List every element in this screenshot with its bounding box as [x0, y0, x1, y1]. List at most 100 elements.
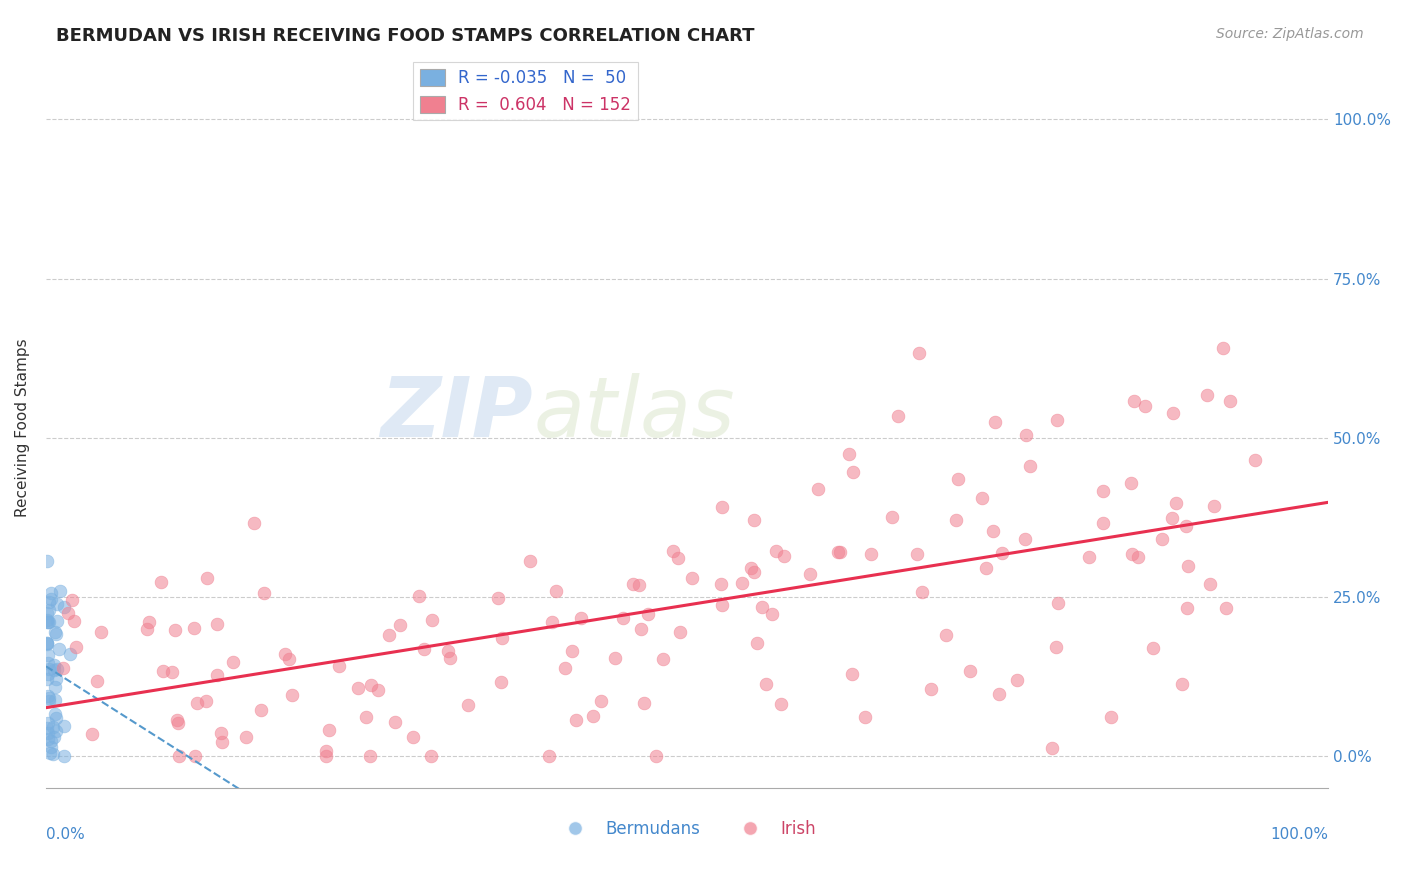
Point	[52, 749, 75, 764]
Point	[80, 727, 103, 741]
Point	[935, 628, 957, 642]
Point	[44, 706, 66, 721]
Point	[842, 465, 865, 479]
Point	[630, 622, 652, 636]
Text: ZIP: ZIP	[381, 373, 533, 454]
Point	[359, 749, 381, 764]
Point	[346, 681, 368, 695]
Point	[1014, 532, 1036, 546]
Point	[1171, 677, 1194, 691]
Point	[44, 693, 66, 707]
Point	[945, 513, 967, 527]
Point	[645, 749, 668, 764]
Point	[38, 691, 60, 706]
Point	[740, 561, 762, 575]
Point	[1078, 549, 1101, 564]
Point	[167, 749, 190, 764]
Point	[799, 567, 821, 582]
Point	[755, 677, 778, 691]
Point	[1121, 547, 1143, 561]
Point	[194, 694, 217, 708]
Point	[807, 483, 830, 497]
Point	[150, 575, 173, 590]
Point	[65, 640, 87, 654]
Point	[166, 713, 188, 727]
Point	[38, 693, 60, 707]
Point	[163, 623, 186, 637]
Point	[90, 624, 112, 639]
Point	[651, 652, 673, 666]
Point	[1177, 559, 1199, 574]
Point	[315, 743, 337, 757]
Point	[278, 652, 301, 666]
Point	[1119, 475, 1142, 490]
Point	[384, 714, 406, 729]
Point	[44, 663, 66, 677]
Point	[1099, 710, 1122, 724]
Point	[827, 544, 849, 558]
Point	[486, 591, 509, 606]
Point	[546, 583, 568, 598]
Point	[35, 721, 58, 735]
Point	[887, 409, 910, 423]
Point	[669, 625, 692, 640]
Point	[52, 661, 75, 675]
Point	[62, 614, 84, 628]
Point	[880, 509, 903, 524]
Point	[389, 618, 412, 632]
Point	[45, 724, 67, 739]
Point	[1215, 600, 1237, 615]
Point	[623, 577, 645, 591]
Point	[44, 681, 66, 695]
Point	[253, 585, 276, 599]
Point	[541, 615, 564, 629]
Point	[37, 666, 59, 681]
Point	[250, 703, 273, 717]
Point	[35, 672, 58, 686]
Point	[959, 664, 981, 678]
Point	[841, 667, 863, 681]
Point	[59, 648, 82, 662]
Point	[60, 592, 83, 607]
Point	[491, 631, 513, 645]
Point	[205, 668, 228, 682]
Point	[242, 516, 264, 530]
Point	[38, 662, 60, 676]
Point	[186, 696, 208, 710]
Point	[1019, 459, 1042, 474]
Point	[42, 747, 65, 761]
Point	[983, 415, 1005, 429]
Point	[1219, 393, 1241, 408]
Point	[946, 472, 969, 486]
Point	[167, 715, 190, 730]
Point	[773, 549, 796, 564]
Point	[377, 628, 399, 642]
Y-axis label: Receiving Food Stamps: Receiving Food Stamps	[15, 339, 30, 517]
Point	[747, 636, 769, 650]
Point	[1045, 640, 1067, 654]
Point	[152, 664, 174, 678]
Point	[627, 578, 650, 592]
Point	[1199, 576, 1222, 591]
Point	[46, 597, 69, 611]
Point	[44, 658, 66, 673]
Point	[38, 595, 60, 609]
Point	[911, 584, 934, 599]
Point	[769, 697, 792, 711]
Point	[436, 644, 458, 658]
Point	[274, 647, 297, 661]
Point	[561, 644, 583, 658]
Point	[1047, 596, 1070, 610]
Point	[1195, 388, 1218, 402]
Point	[991, 545, 1014, 559]
Point	[1042, 740, 1064, 755]
Point	[742, 565, 765, 579]
Point	[35, 635, 58, 649]
Point	[554, 661, 576, 675]
Point	[489, 674, 512, 689]
Point	[42, 720, 65, 734]
Point	[401, 730, 423, 744]
Point	[853, 709, 876, 723]
Point	[221, 655, 243, 669]
Point	[37, 648, 59, 663]
